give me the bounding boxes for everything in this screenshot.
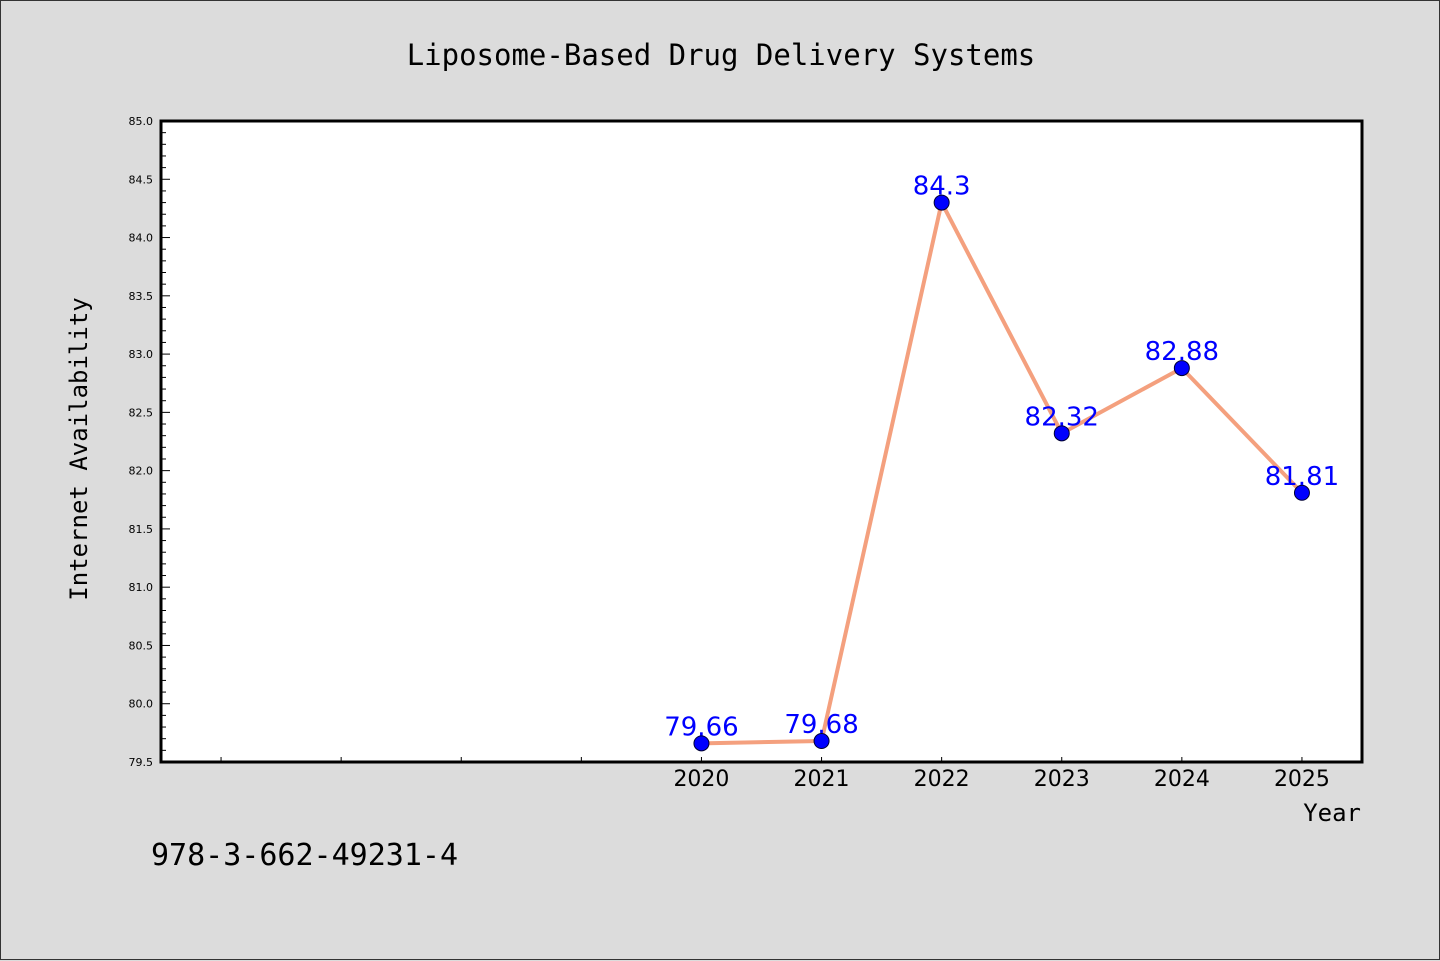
data-point — [1053, 425, 1070, 442]
x-tick-label: 2024 — [1154, 767, 1210, 792]
series-line — [701, 200, 1304, 746]
y-tick-label: 83.5 — [129, 290, 154, 303]
data-label: 82.88 — [1145, 337, 1219, 367]
data-point — [1293, 484, 1310, 501]
data-point — [813, 733, 830, 750]
x-tick-label: 2023 — [1034, 767, 1090, 792]
y-axis-label: Internet Availability — [65, 297, 93, 600]
data-point — [693, 735, 710, 752]
y-tick-label: 82.0 — [129, 465, 154, 478]
x-tick-label: 2020 — [673, 767, 729, 792]
y-tick-label: 83.0 — [129, 348, 154, 361]
plot-area — [159, 119, 1364, 764]
data-label: 79.68 — [784, 710, 858, 740]
y-tick-label: 85.0 — [129, 115, 154, 128]
data-label: 81.81 — [1265, 462, 1339, 492]
data-label: 82.32 — [1025, 402, 1099, 432]
data-label: 84.3 — [913, 172, 971, 202]
y-tick-label: 81.0 — [129, 581, 154, 594]
y-axis-ticks: 79.5 80.0 80.5 81.0 81.5 82.0 82.5 83.0 83.5 84.0… — [129, 115, 170, 769]
x-axis-ticks: 2020 2021 2022 2023 2024 2025 — [220, 757, 1330, 792]
series-group: 79.66 79.68 84.3 82.32 82.88 81.81 — [664, 172, 1339, 752]
x-tick-label: 2022 — [914, 767, 970, 792]
footnote-isbn: 978-3-662-49231-4 — [151, 838, 458, 873]
x-tick-label: 2021 — [794, 767, 850, 792]
y-tick-label: 84.5 — [129, 173, 154, 186]
x-axis-label: Year — [1303, 799, 1361, 827]
y-tick-label: 80.0 — [129, 698, 154, 711]
data-point — [933, 194, 950, 211]
data-point — [1173, 360, 1190, 377]
chart-title: Liposome-Based Drug Delivery Systems — [407, 38, 1036, 72]
y-tick-label: 82.5 — [129, 406, 154, 419]
y-tick-label: 79.5 — [129, 756, 154, 769]
x-tick-label: 2025 — [1274, 767, 1330, 792]
y-tick-label: 80.5 — [129, 639, 154, 652]
y-tick-label: 84.0 — [129, 232, 154, 245]
data-label: 79.66 — [664, 712, 738, 742]
y-tick-label: 81.5 — [129, 523, 154, 536]
